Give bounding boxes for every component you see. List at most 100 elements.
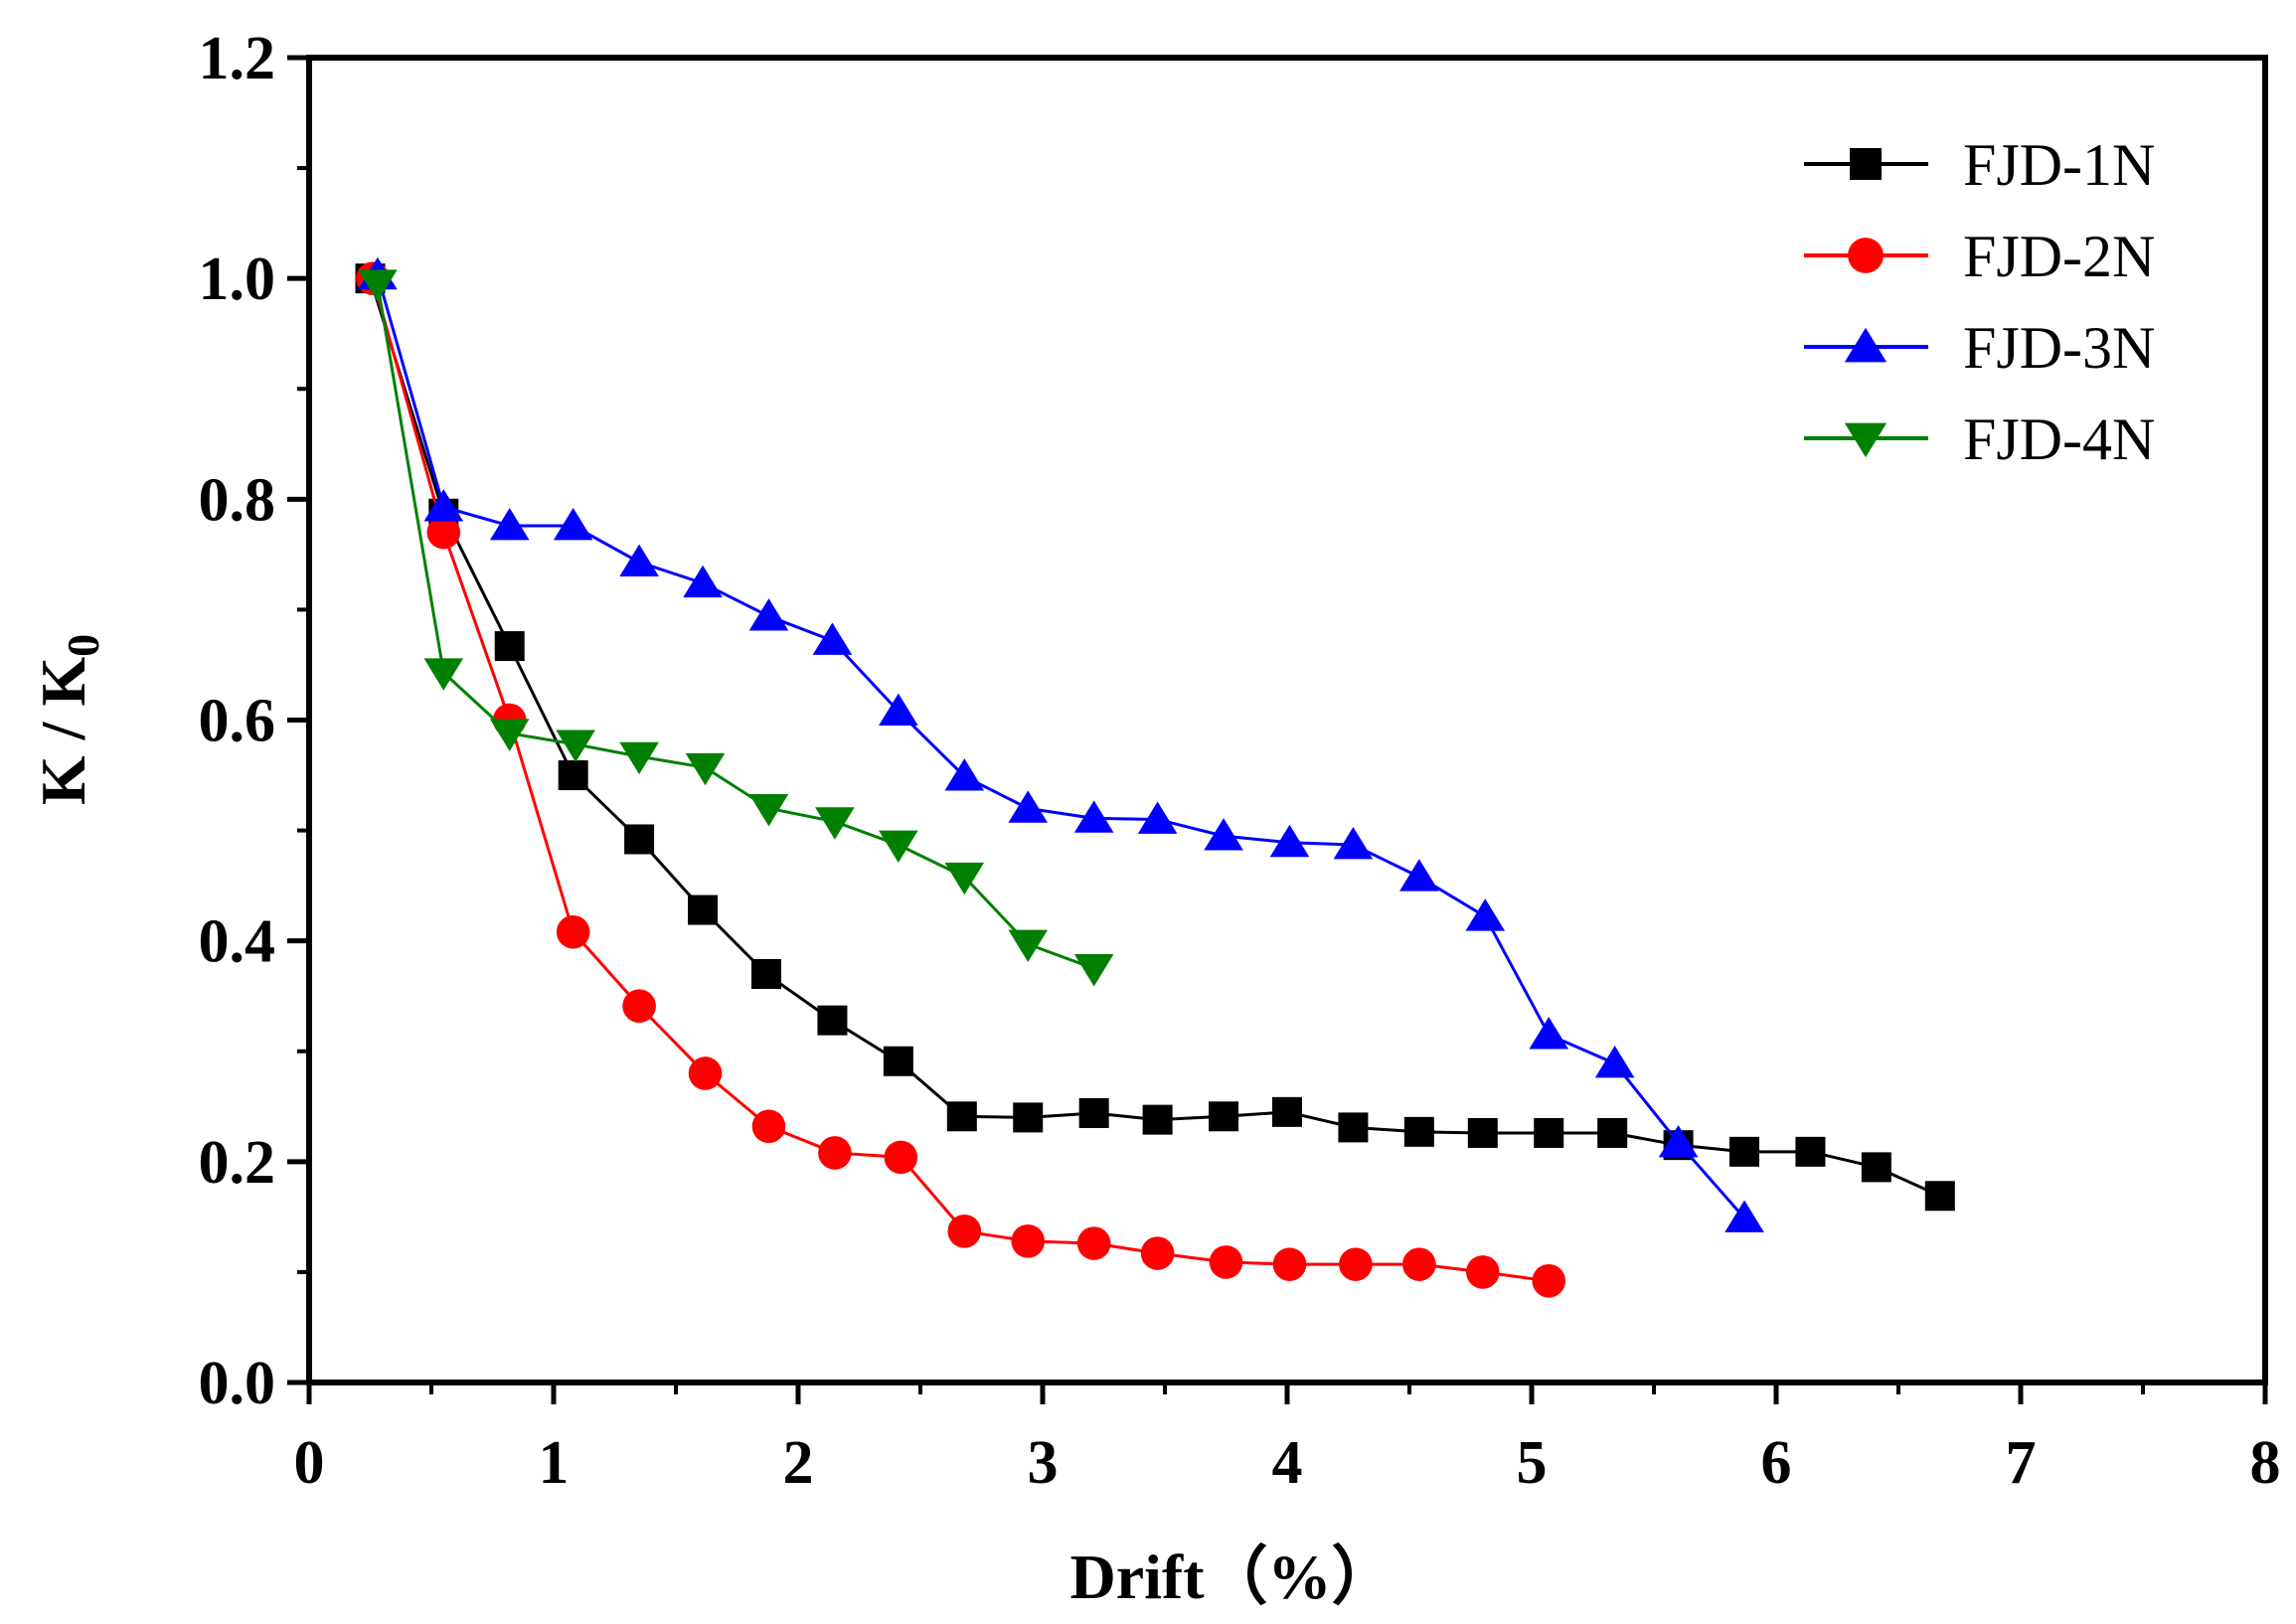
data-point <box>748 793 789 827</box>
data-point <box>1209 1245 1243 1279</box>
data-point <box>879 693 918 727</box>
x-tick-label: 5 <box>1517 1429 1548 1497</box>
legend-item: FJD-2N <box>1804 224 2155 289</box>
data-point <box>1466 1255 1500 1289</box>
x-axis: 0 1 2 3 4 5 6 7 8 <box>294 1382 2281 1497</box>
data-point <box>751 1109 786 1144</box>
legend-marker <box>1848 238 1884 273</box>
data-point <box>1013 1102 1044 1133</box>
data-point <box>1729 1136 1760 1167</box>
data-point <box>884 1140 918 1175</box>
legend-item: FJD-3N <box>1804 315 2155 381</box>
data-point <box>748 598 789 631</box>
data-point <box>1399 859 1439 892</box>
y-tick-label: 0.8 <box>199 466 276 534</box>
data-point <box>1011 1224 1046 1258</box>
data-point <box>619 741 659 775</box>
data-point <box>1924 1181 1955 1212</box>
series-fjd-1n <box>355 263 1955 1212</box>
data-point <box>1142 1104 1173 1135</box>
y-tick-label: 1.0 <box>199 245 276 313</box>
data-point <box>358 269 398 302</box>
data-point <box>812 622 853 655</box>
y-axis-title: K / K0 <box>28 634 108 805</box>
x-tick-label: 3 <box>1028 1429 1059 1497</box>
data-point <box>494 631 525 662</box>
legend-marker <box>1844 422 1887 458</box>
data-point <box>751 958 782 989</box>
data-point <box>1339 1247 1373 1281</box>
legend-item: FJD-1N <box>1804 132 2155 198</box>
series-fjd-4n <box>358 269 1114 987</box>
legend: FJD-1N FJD-2N FJD-3N FJD-4N <box>1804 132 2155 472</box>
data-point <box>1209 1101 1239 1132</box>
data-point <box>622 989 656 1024</box>
data-point <box>879 830 918 864</box>
data-point <box>1467 1117 1498 1148</box>
data-point <box>1076 1226 1111 1260</box>
data-point <box>1532 1264 1566 1298</box>
data-point <box>817 1005 848 1036</box>
data-point <box>1597 1117 1628 1148</box>
data-point <box>1403 1116 1434 1147</box>
data-point <box>1795 1136 1826 1167</box>
y-axis-title-subscript: 0 <box>58 634 108 657</box>
x-tick-label: 7 <box>2006 1429 2037 1497</box>
x-tick-label: 8 <box>2250 1429 2281 1497</box>
data-point <box>556 730 595 762</box>
data-point <box>1008 929 1049 962</box>
data-point <box>426 515 461 550</box>
x-tick-label: 6 <box>1761 1429 1792 1497</box>
y-axis-title-main: K / K <box>28 657 98 806</box>
data-point <box>946 1101 977 1132</box>
data-point <box>685 752 726 786</box>
data-point <box>815 807 855 840</box>
y-tick-label: 1.2 <box>199 25 276 92</box>
legend-label: FJD-3N <box>1963 315 2155 381</box>
data-point <box>489 719 530 751</box>
x-tick-label: 4 <box>1272 1429 1303 1497</box>
x-axis-title: Drift（%） <box>1069 1542 1394 1612</box>
data-point <box>1465 898 1506 931</box>
data-point <box>1338 1112 1369 1143</box>
data-point <box>423 489 464 522</box>
series-line <box>369 277 1941 1198</box>
series-line <box>376 283 1095 970</box>
y-axis: 0.0 0.2 0.4 0.6 0.8 1.0 1.2 <box>199 25 309 1417</box>
data-point <box>818 1136 852 1170</box>
legend-marker <box>1850 148 1882 180</box>
data-point <box>423 658 464 691</box>
data-point <box>556 914 590 949</box>
data-point <box>1534 1117 1564 1148</box>
data-point <box>944 862 985 895</box>
data-point <box>1333 827 1374 860</box>
data-point <box>1272 1096 1302 1127</box>
data-point <box>619 544 659 577</box>
data-point <box>1861 1152 1891 1183</box>
data-point <box>1073 954 1114 987</box>
y-tick-label: 0.6 <box>199 688 276 755</box>
data-point <box>683 565 723 598</box>
data-point <box>558 760 588 791</box>
y-tick-label: 0.4 <box>199 908 276 976</box>
data-point <box>1402 1247 1436 1281</box>
x-tick-label: 1 <box>539 1429 570 1497</box>
data-point <box>1078 1097 1109 1128</box>
data-point <box>688 1056 723 1090</box>
data-point <box>1008 790 1049 823</box>
data-point <box>1137 801 1178 834</box>
legend-label: FJD-1N <box>1963 132 2155 198</box>
data-point <box>1658 1124 1699 1158</box>
data-point <box>489 507 530 541</box>
data-point <box>947 1215 982 1248</box>
series-layer <box>355 256 1955 1298</box>
data-point <box>1140 1236 1175 1270</box>
series-line <box>376 274 1746 1219</box>
data-point <box>688 894 719 925</box>
legend-marker <box>1844 327 1887 363</box>
data-point <box>1073 800 1114 833</box>
data-point <box>1272 1247 1307 1281</box>
data-point <box>944 758 985 791</box>
